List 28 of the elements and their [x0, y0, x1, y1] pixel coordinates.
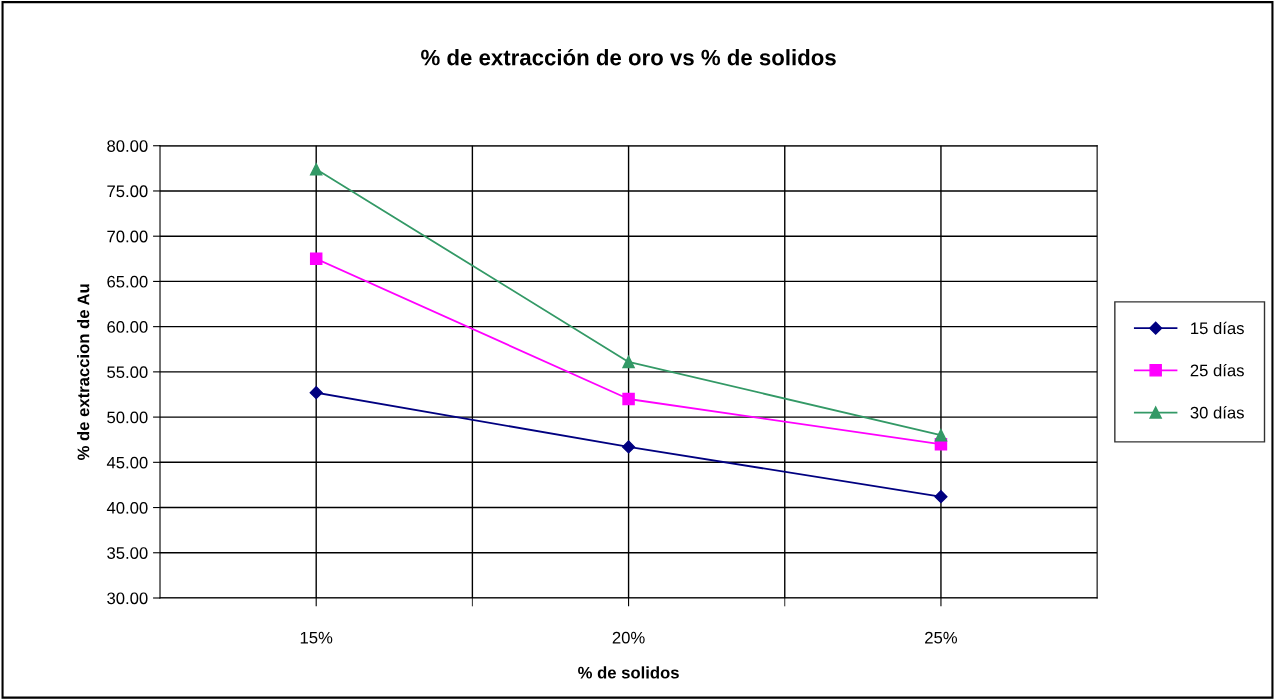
- y-tick-label: 45.00: [106, 456, 148, 469]
- y-tick-label: 65.00: [107, 275, 148, 288]
- point: [622, 355, 635, 369]
- chart-title: % de extracción de oro vs % de solidos: [421, 48, 836, 66]
- y-tick-label: 55.00: [107, 366, 148, 379]
- point: [621, 440, 636, 454]
- y-tick-label: 35.00: [107, 547, 148, 559]
- point: [309, 163, 323, 176]
- y-tick-label: 80.00: [107, 140, 148, 152]
- y-tick-label: 70.00: [107, 230, 148, 243]
- point: [934, 428, 948, 442]
- x-tick-label: 20%: [612, 631, 645, 644]
- point: [309, 386, 323, 400]
- legend-label: 30 días: [1190, 406, 1244, 419]
- legend-label: 25 días: [1190, 363, 1244, 377]
- x-tick-label: 25%: [925, 631, 958, 644]
- y-tick-label: 30.00: [107, 592, 148, 605]
- y-tick-label: 60.00: [107, 321, 148, 333]
- y-tick-label: 50.00: [107, 411, 148, 424]
- point: [934, 490, 948, 504]
- x-tick-label: 15%: [300, 631, 333, 644]
- y-tick-label: 40.00: [106, 501, 148, 514]
- point: [622, 392, 635, 406]
- point: [309, 252, 323, 266]
- y-tick-label: 75.00: [107, 185, 148, 198]
- legend-label: 15 días: [1191, 321, 1244, 335]
- x-axis-title: % de solidos: [578, 666, 679, 679]
- y-axis-title: % de extraccion de Au: [77, 284, 90, 461]
